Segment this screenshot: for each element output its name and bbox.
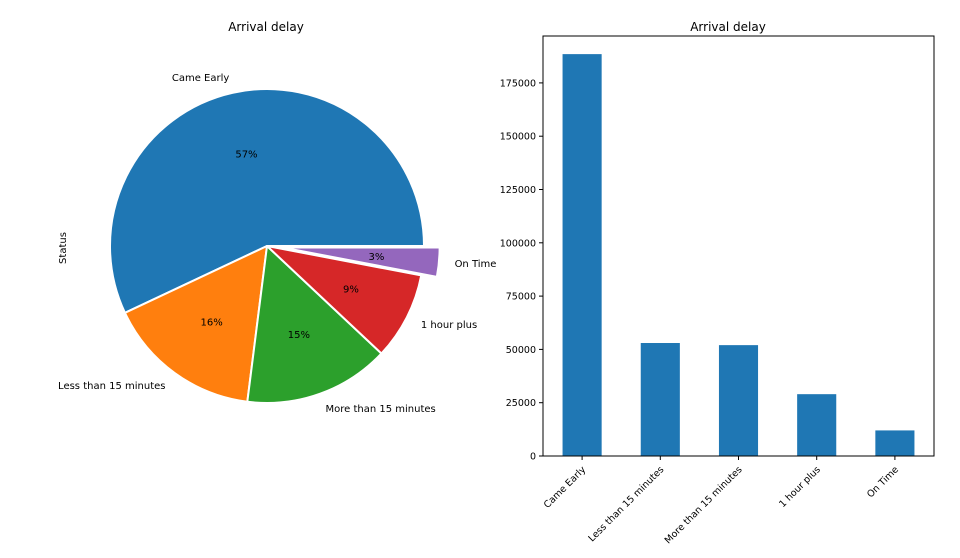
x-tick-label: Less than 15 minutes	[586, 464, 666, 544]
x-tick-label: On Time	[865, 464, 901, 500]
bar-on-time	[875, 430, 915, 456]
pie-pct-label: 3%	[368, 252, 384, 263]
pie-slice-came-early	[109, 88, 425, 314]
y-tick-label: 125000	[500, 185, 536, 196]
y-tick-label: 25000	[506, 398, 536, 409]
x-tick-label: More than 15 minutes	[663, 464, 745, 546]
pie-category-label: Less than 15 minutes	[58, 381, 165, 392]
pie-category-label: 1 hour plus	[421, 320, 477, 331]
pie-pct-label: 9%	[343, 284, 359, 295]
pie-slice-on-time	[281, 246, 441, 278]
y-tick-label: 150000	[500, 132, 536, 143]
y-tick-label: 100000	[500, 238, 536, 249]
pie-slice-less-than-15-minutes	[123, 245, 268, 403]
pie-category-label: More than 15 minutes	[326, 404, 436, 415]
pie-ylabel: Status	[58, 232, 69, 264]
pie-pct-label: 15%	[288, 330, 310, 341]
pie-pct-label: 57%	[235, 150, 257, 161]
x-tick-label: 1 hour plus	[777, 464, 823, 510]
pie-slice-1-hour-plus	[266, 245, 423, 355]
pie-category-label: On Time	[455, 259, 497, 270]
pie-title: Arrival delay	[228, 20, 304, 34]
bar-came-early	[562, 54, 602, 456]
pie-pct-label: 16%	[201, 318, 223, 329]
pie-category-label: Came Early	[172, 73, 230, 84]
y-tick-label: 75000	[506, 292, 536, 303]
y-tick-label: 0	[530, 452, 536, 463]
pie-slice-more-than-15-minutes	[246, 245, 383, 404]
bar-axes-frame	[542, 35, 935, 457]
pie-chart: Arrival delay Status 57% Came Early 16% Les…	[58, 20, 496, 415]
y-tick-label: 175000	[500, 78, 536, 89]
y-tick-label: 50000	[506, 345, 536, 356]
bar-less-than-15-minutes	[640, 343, 680, 456]
bar-1-hour-plus	[797, 394, 837, 456]
bar-title: Arrival delay	[690, 20, 766, 34]
x-tick-label: Came Early	[542, 464, 589, 511]
bar-more-than-15-minutes	[718, 345, 759, 456]
